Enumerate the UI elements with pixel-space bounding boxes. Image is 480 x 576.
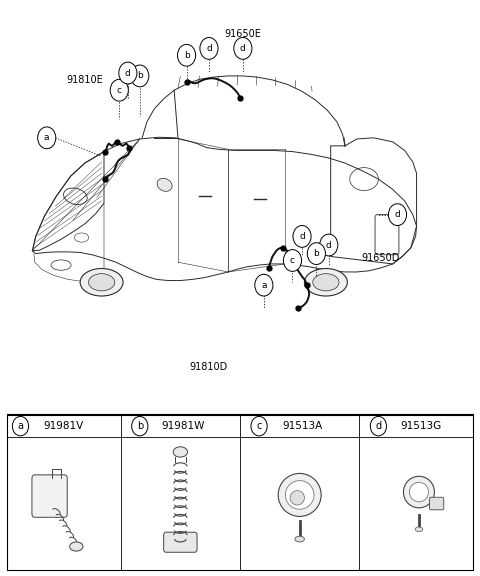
Text: b: b [137, 421, 143, 431]
Circle shape [12, 416, 29, 436]
FancyBboxPatch shape [430, 497, 444, 510]
Circle shape [131, 65, 149, 87]
FancyBboxPatch shape [32, 475, 67, 517]
Text: 91650D: 91650D [362, 253, 400, 263]
Text: b: b [137, 71, 143, 81]
Text: c: c [290, 256, 295, 265]
Circle shape [293, 226, 311, 247]
Text: b: b [313, 249, 319, 258]
Ellipse shape [173, 447, 188, 457]
Circle shape [132, 416, 148, 436]
Text: d: d [299, 232, 305, 241]
Circle shape [119, 62, 137, 84]
Text: 91981W: 91981W [161, 421, 204, 431]
Circle shape [200, 37, 218, 59]
Text: d: d [395, 210, 400, 219]
Text: d: d [375, 421, 382, 431]
Ellipse shape [70, 542, 83, 551]
Circle shape [370, 416, 386, 436]
Ellipse shape [313, 274, 339, 291]
Circle shape [320, 234, 338, 256]
Circle shape [178, 44, 196, 66]
Text: a: a [44, 133, 49, 142]
Text: b: b [184, 51, 190, 60]
Circle shape [37, 127, 56, 149]
Ellipse shape [415, 527, 423, 532]
Text: a: a [17, 421, 24, 431]
Text: 91513A: 91513A [282, 421, 322, 431]
Ellipse shape [80, 268, 123, 296]
Ellipse shape [285, 480, 314, 509]
Text: a: a [261, 281, 266, 290]
Ellipse shape [295, 536, 304, 542]
Ellipse shape [304, 268, 348, 296]
Ellipse shape [409, 482, 429, 502]
Text: 91981V: 91981V [43, 421, 84, 431]
Circle shape [110, 79, 128, 101]
Text: d: d [206, 44, 212, 53]
Text: 91650E: 91650E [224, 29, 261, 39]
Ellipse shape [157, 179, 172, 191]
Text: 91810D: 91810D [190, 362, 228, 372]
Circle shape [234, 37, 252, 59]
Circle shape [255, 274, 273, 296]
Ellipse shape [290, 491, 304, 505]
Ellipse shape [404, 476, 434, 508]
Text: d: d [240, 44, 246, 53]
Text: c: c [117, 86, 122, 94]
FancyBboxPatch shape [7, 415, 473, 570]
Circle shape [307, 242, 325, 264]
Ellipse shape [88, 274, 115, 291]
Circle shape [283, 249, 301, 271]
FancyBboxPatch shape [164, 532, 197, 552]
Circle shape [251, 416, 267, 436]
Text: 91810E: 91810E [67, 75, 103, 85]
Text: d: d [326, 241, 332, 249]
Text: c: c [256, 421, 262, 431]
Ellipse shape [278, 473, 321, 517]
Text: 91513G: 91513G [401, 421, 442, 431]
Text: d: d [125, 69, 131, 78]
Circle shape [388, 204, 407, 226]
